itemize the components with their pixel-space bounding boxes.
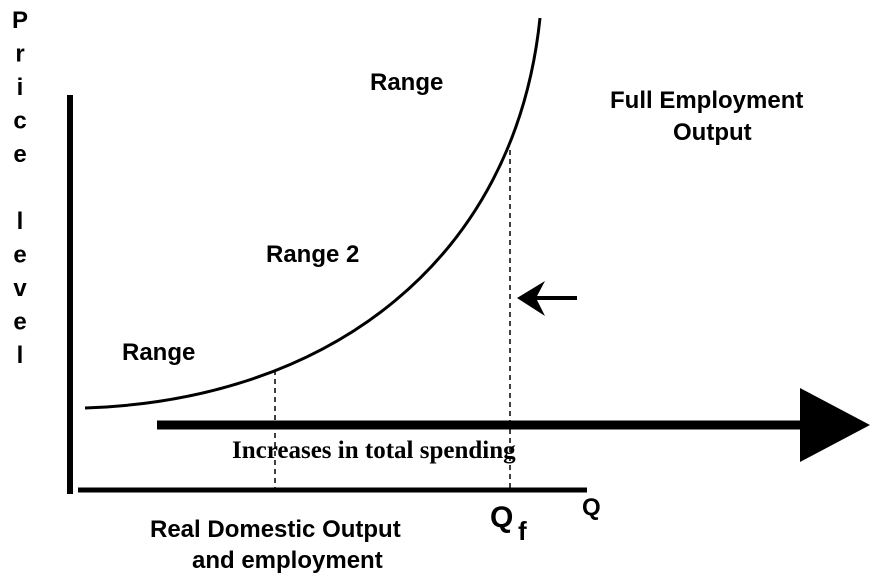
range-label: Range [122,339,195,366]
spending-arrowhead [800,388,870,462]
full-employment-label: Full Employment [610,87,803,114]
x-axis-label: Real Domestic Output [150,516,401,543]
range-label: Range 2 [266,241,359,268]
small-arrowhead [517,281,545,316]
arrow-label: Increases in total spending [232,437,516,464]
qf-label: Q [490,501,513,534]
x-axis-label: and employment [192,547,383,574]
range-label: Range [370,69,443,96]
x-axis-end-label: Q [582,494,601,521]
full-employment-label: Output [673,119,752,146]
qf-subscript: f [518,516,527,546]
supply-curve [84,17,542,410]
